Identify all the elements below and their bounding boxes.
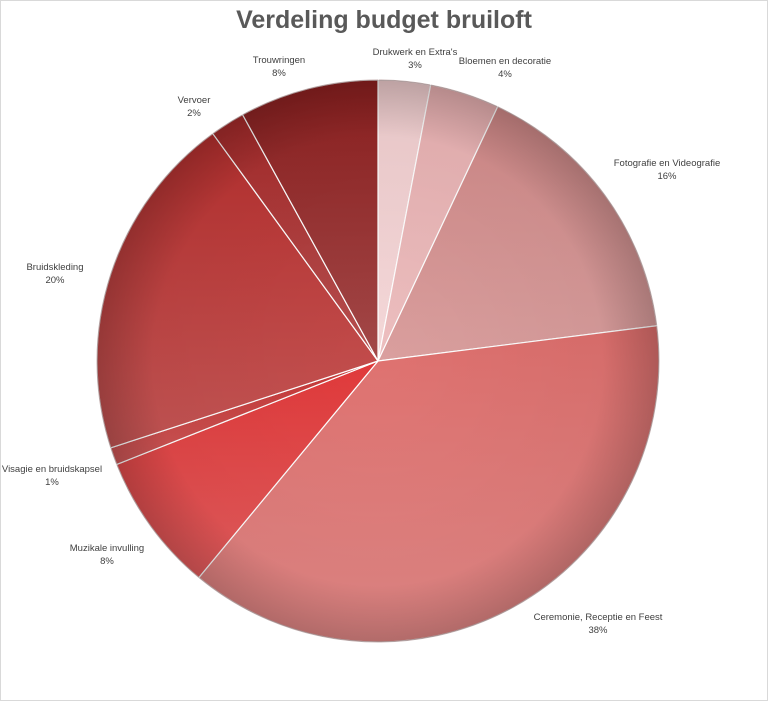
pie-labels: Drukwerk en Extra's 3% Bloemen en decorati…	[2, 47, 720, 636]
pie-slices	[96, 79, 660, 643]
slice-label-percent: 16%	[657, 171, 677, 182]
slice-label-percent: 1%	[45, 477, 59, 488]
slice-label-percent: 8%	[272, 68, 286, 79]
slice-label-percent: 8%	[100, 556, 114, 567]
chart-title: Verdeling budget bruiloft	[236, 6, 532, 34]
slice-label-percent: 2%	[187, 108, 201, 119]
slice-label-name: Bruidskleding	[26, 262, 83, 273]
slice-label-name: Vervoer	[178, 95, 211, 106]
slice-label-name: Muzikale invulling	[70, 543, 144, 554]
slice-label-percent: 4%	[498, 69, 512, 80]
slice-label-name: Trouwringen	[253, 55, 305, 66]
slice-label-percent: 3%	[408, 60, 422, 71]
slice-label-percent: 20%	[45, 275, 65, 286]
slice-label-name: Visagie en bruidskapsel	[2, 464, 102, 475]
slice-label-name: Ceremonie, Receptie en Feest	[534, 612, 663, 623]
slice-label-name: Drukwerk en Extra's	[373, 47, 458, 58]
slice-label-percent: 38%	[588, 625, 608, 636]
slice-label-name: Bloemen en decoratie	[459, 56, 551, 67]
slice-label-name: Fotografie en Videografie	[614, 158, 721, 169]
